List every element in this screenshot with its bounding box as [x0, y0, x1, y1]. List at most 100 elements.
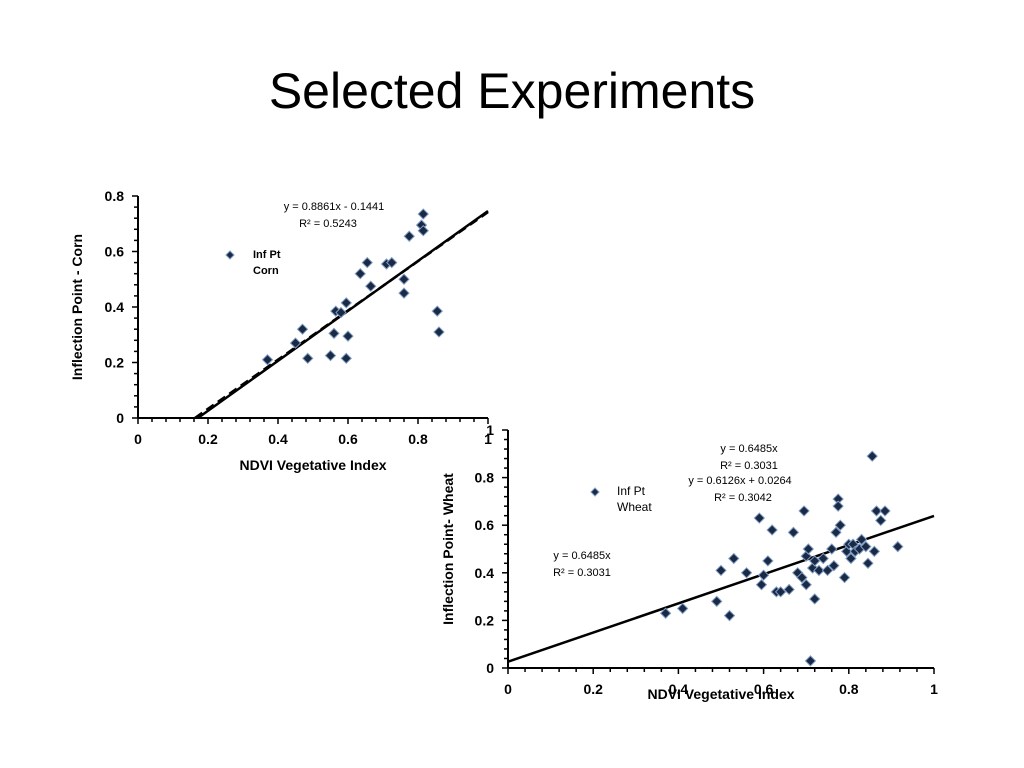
corn-legend-label: Inf Pt: [253, 249, 281, 261]
corn-x-tick-label: 1: [484, 431, 492, 447]
wheat-data-point: [715, 564, 727, 577]
corn-data-point: [365, 280, 377, 292]
corn-data-point: [398, 273, 410, 285]
corn-legend-marker: [225, 250, 235, 260]
wheat-data-point: [787, 526, 800, 539]
wheat-x-tick-label: 0.4: [669, 681, 689, 697]
wheat-trendline-equation: y = 0.6126x + 0.0264: [688, 475, 791, 487]
wheat-x-tick-label: 0.6: [754, 681, 774, 697]
wheat-data-point: [711, 595, 723, 608]
wheat-data-point: [813, 564, 825, 577]
wheat-x-tick-label: 0.8: [839, 681, 859, 697]
corn-x-tick-label: 0.4: [268, 431, 288, 447]
wheat-y-tick-label: 1: [486, 422, 494, 438]
corn-data-point: [340, 352, 352, 365]
corn-data-point: [431, 305, 443, 317]
wheat-data-point: [798, 505, 810, 517]
corn-data-point: [342, 330, 354, 342]
corn-data-point: [386, 256, 398, 269]
wheat-trendline-equation: R² = 0.3031: [720, 460, 778, 472]
corn-y-tick-label: 0.2: [105, 355, 125, 371]
wheat-data-point: [817, 552, 829, 565]
wheat-data-point: [774, 586, 787, 598]
wheat-data-point: [875, 514, 887, 527]
wheat-data-point: [830, 526, 842, 539]
wheat-data-point: [879, 505, 891, 517]
wheat-data-point: [804, 655, 817, 667]
wheat-data-point: [832, 500, 844, 512]
wheat-data-point: [845, 552, 857, 565]
wheat-data-point: [783, 583, 795, 596]
wheat-data-point: [821, 564, 834, 577]
corn-data-point: [335, 306, 347, 319]
wheat-data-point: [659, 607, 672, 619]
wheat-data-point: [723, 609, 736, 622]
wheat-x-axis-title: NDVI Vegetative Index: [647, 686, 794, 702]
wheat-y-tick-label: 0.2: [475, 612, 495, 628]
wheat-data-point: [866, 450, 878, 462]
wheat-data-point: [762, 555, 774, 567]
corn-y-tick-label: 0.8: [105, 188, 125, 204]
corn-y-tick-label: 0: [116, 410, 124, 426]
wheat-legend-marker: [590, 487, 600, 497]
wheat-trendline-equation: R² = 0.3042: [714, 492, 772, 504]
wheat-data-point: [834, 519, 846, 531]
wheat-trend-line-1: [507, 514, 935, 663]
wheat-data-point: [757, 569, 770, 581]
corn-data-point: [261, 354, 274, 366]
wheat-data-point: [838, 571, 851, 584]
corn-trendline-equation: y = 0.8861x - 0.1441: [284, 201, 385, 213]
wheat-data-point: [753, 512, 766, 524]
corn-x-tick-label: 0.8: [408, 431, 428, 447]
corn-data-point: [417, 208, 429, 220]
wheat-data-point: [766, 524, 778, 536]
wheat-trendline-equation: R² = 0.3031: [553, 567, 611, 579]
wheat-data-point: [862, 557, 874, 569]
corn-y-tick-label: 0.4: [105, 299, 125, 315]
wheat-data-point: [892, 540, 904, 553]
corn-y-axis-title: Inflection Point - Corn: [69, 234, 85, 380]
wheat-x-tick-label: 1: [930, 681, 938, 697]
corn-data-point: [296, 323, 309, 335]
wheat-data-point: [828, 559, 840, 572]
corn-trendline-equation: R² = 0.5243: [299, 218, 357, 230]
wheat-data-point: [802, 543, 815, 555]
wheat-data-point: [728, 552, 740, 565]
wheat-data-point: [868, 545, 881, 558]
wheat-data-point: [755, 578, 768, 591]
wheat-data-point: [796, 571, 808, 584]
wheat-data-point: [676, 602, 689, 615]
wheat-x-tick-label: 0.2: [583, 681, 603, 697]
wheat-trendline-equation: y = 0.6485x: [553, 550, 611, 562]
wheat-trendline-equation: y = 0.6485x: [720, 443, 778, 455]
corn-data-point: [328, 327, 340, 340]
wheat-y-tick-label: 0.6: [475, 517, 495, 533]
corn-y-tick-label: 0.6: [105, 244, 125, 260]
wheat-y-tick-label: 0: [486, 660, 494, 676]
corn-data-point: [302, 352, 314, 365]
corn-data-point: [324, 349, 337, 362]
wheat-data-point: [855, 533, 868, 546]
wheat-data-point: [800, 578, 812, 591]
wheat-data-point: [870, 505, 883, 517]
slide-title: Selected Experiments: [268, 63, 756, 119]
wheat-x-tick-label: 0: [504, 681, 512, 697]
wheat-data-point: [809, 593, 821, 605]
corn-x-tick-label: 0.6: [338, 431, 358, 447]
wheat-y-axis-title: Inflection Point- Wheat: [440, 473, 456, 625]
corn-legend-label: Corn: [253, 265, 279, 277]
wheat-legend-label: Wheat: [617, 500, 652, 514]
corn-data-point: [417, 224, 429, 237]
corn-x-tick-label: 0.2: [198, 431, 218, 447]
wheat-legend-label: Inf Pt: [617, 484, 646, 498]
corn-x-axis-title: NDVI Vegetative Index: [239, 457, 386, 473]
corn-data-point: [361, 256, 373, 269]
wheat-data-point: [740, 567, 753, 579]
corn-data-point: [398, 287, 410, 299]
corn-data-point: [289, 337, 302, 349]
corn-data-point: [340, 297, 352, 309]
wheat-data-point: [860, 540, 872, 553]
corn-data-point: [403, 230, 415, 242]
wheat-data-point: [826, 543, 838, 555]
wheat-y-tick-label: 0.8: [475, 470, 495, 486]
